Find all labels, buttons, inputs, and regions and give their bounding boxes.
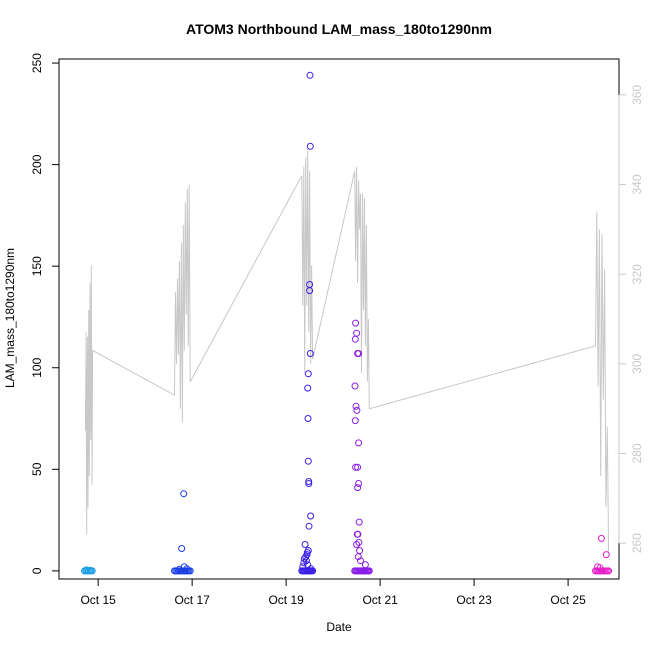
- data-point: [356, 547, 364, 555]
- plot-frame: [58, 58, 620, 580]
- data-point: [605, 567, 613, 575]
- data-point: [353, 329, 361, 337]
- points-layer: [81, 71, 613, 575]
- series-line: [84, 148, 610, 553]
- data-point: [304, 384, 312, 392]
- x-tick-label: Oct 17: [174, 593, 210, 607]
- data-point: [306, 142, 314, 150]
- y2-tick-label: 280: [630, 443, 644, 463]
- data-point: [307, 565, 315, 573]
- y-axis: 0 50 100 150 200 250: [30, 53, 60, 574]
- x-tick-label: Oct 25: [550, 593, 586, 607]
- data-point: [304, 457, 312, 465]
- data-point: [304, 547, 312, 555]
- data-point: [354, 484, 362, 492]
- data-point: [306, 71, 314, 79]
- data-point: [357, 557, 364, 565]
- data-point: [352, 402, 360, 410]
- data-point: [183, 565, 191, 573]
- data-point: [355, 518, 363, 526]
- data-point: [352, 463, 360, 471]
- y-tick-label: 150: [30, 256, 44, 276]
- data-point: [309, 567, 317, 575]
- line-series-layer: [84, 148, 610, 553]
- data-point: [355, 350, 363, 357]
- data-point: [353, 406, 361, 414]
- data-point: [180, 490, 188, 498]
- data-point: [305, 478, 313, 485]
- data-point: [82, 566, 90, 574]
- data-point: [597, 534, 605, 542]
- data-point: [305, 522, 313, 530]
- data-point: [304, 370, 312, 378]
- data-point: [596, 564, 604, 572]
- y-tick-label: 50: [30, 462, 44, 476]
- data-point: [354, 463, 362, 471]
- y-tick-label: 0: [30, 567, 44, 574]
- x-axis-label: Date: [326, 620, 352, 634]
- y-tick-label: 100: [30, 357, 44, 377]
- data-point: [361, 561, 369, 569]
- data-point: [306, 350, 314, 357]
- y2-tick-label: 360: [630, 85, 644, 105]
- data-point: [602, 551, 610, 559]
- data-point: [351, 382, 359, 390]
- data-point: [355, 439, 363, 447]
- data-point: [351, 335, 359, 343]
- data-point: [351, 417, 359, 425]
- x-tick-label: Oct 15: [80, 593, 116, 607]
- y-axis-label: LAM_mass_180to1290nm: [3, 248, 17, 388]
- data-point: [355, 480, 363, 487]
- y2-tick-label: 340: [630, 174, 644, 194]
- data-point: [301, 541, 309, 548]
- y-tick-label: 250: [30, 53, 44, 73]
- y2-axis: 260 280 300 320 340 360: [618, 85, 644, 553]
- data-point: [305, 480, 313, 487]
- x-axis: Oct 15 Oct 17 Oct 19 Oct 21 Oct 23 Oct 25: [80, 578, 586, 607]
- data-point: [306, 281, 314, 288]
- data-point: [353, 541, 361, 548]
- data-point: [304, 415, 312, 422]
- y2-tick-label: 300: [630, 353, 644, 373]
- data-point: [175, 565, 183, 573]
- data-point: [86, 566, 94, 574]
- data-point: [352, 319, 360, 327]
- data-point: [307, 512, 315, 520]
- data-point: [355, 538, 363, 546]
- y2-tick-label: 320: [630, 264, 644, 284]
- y-tick-label: 200: [30, 154, 44, 174]
- chart-title: ATOM3 Northbound LAM_mass_180to1290nm: [186, 21, 492, 37]
- x-tick-label: Oct 23: [456, 593, 492, 607]
- data-point: [354, 553, 362, 561]
- x-tick-label: Oct 19: [268, 593, 304, 607]
- data-point: [365, 567, 373, 575]
- y2-tick-label: 260: [630, 533, 644, 553]
- data-point: [178, 545, 186, 552]
- x-tick-label: Oct 21: [362, 593, 398, 607]
- data-point: [353, 530, 361, 538]
